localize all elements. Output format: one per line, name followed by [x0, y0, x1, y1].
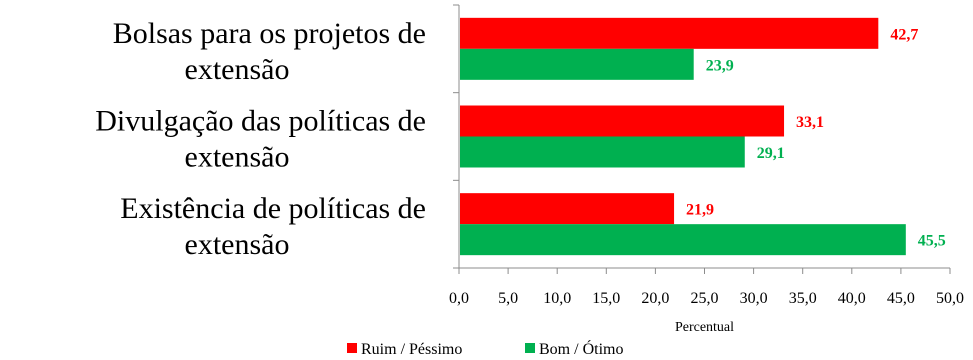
- data-label: 21,9: [686, 202, 714, 219]
- x-tick-label: 30,0: [740, 290, 768, 307]
- legend-swatch: [347, 343, 357, 353]
- x-tick-label: 50,0: [936, 290, 964, 307]
- category-label: Existência de políticas de: [120, 192, 426, 225]
- x-tick-label: 35,0: [789, 290, 817, 307]
- x-axis-title: Percentual: [675, 320, 734, 335]
- x-tick-label: 10,0: [543, 290, 571, 307]
- x-tick-label: 40,0: [838, 290, 866, 307]
- data-label: 33,1: [796, 114, 824, 131]
- legend-swatch: [525, 343, 535, 353]
- x-tick-label: 45,0: [887, 290, 915, 307]
- data-label: 29,1: [757, 145, 785, 162]
- x-tick-label: 25,0: [691, 290, 719, 307]
- bar-bom-otimo: [460, 224, 906, 256]
- data-label: 45,5: [918, 233, 946, 250]
- data-label: 23,9: [706, 57, 734, 74]
- category-label: extensão: [185, 141, 290, 174]
- bar-ruim-pessimo: [460, 105, 785, 137]
- x-tick-label: 5,0: [498, 290, 518, 307]
- bar-bom-otimo: [460, 48, 694, 80]
- x-tick-label: 20,0: [641, 290, 669, 307]
- x-tick-label: 15,0: [592, 290, 620, 307]
- legend-label: Bom / Ótimo: [539, 339, 623, 358]
- category-label: extensão: [185, 228, 290, 261]
- data-label: 42,7: [890, 26, 918, 43]
- category-label: extensão: [185, 53, 290, 86]
- bar-ruim-pessimo: [460, 193, 675, 225]
- bar-ruim-pessimo: [460, 17, 879, 49]
- category-label: Divulgação das políticas de: [95, 105, 426, 138]
- x-tick-label: 0,0: [449, 290, 469, 307]
- bar-bom-otimo: [460, 136, 745, 168]
- category-label: Bolsas para os projetos de: [113, 17, 426, 50]
- legend-label: Ruim / Péssimo: [361, 341, 462, 358]
